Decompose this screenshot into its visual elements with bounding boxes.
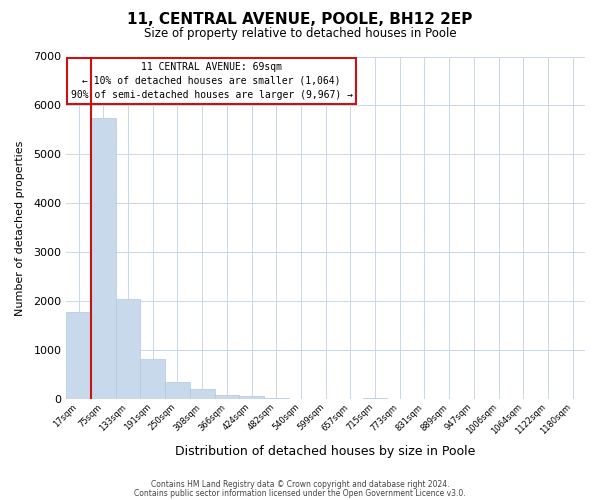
X-axis label: Distribution of detached houses by size in Poole: Distribution of detached houses by size …: [175, 444, 476, 458]
Bar: [363, 398, 388, 400]
Text: Size of property relative to detached houses in Poole: Size of property relative to detached ho…: [143, 28, 457, 40]
Bar: [91, 118, 116, 400]
Text: 11, CENTRAL AVENUE, POOLE, BH12 2EP: 11, CENTRAL AVENUE, POOLE, BH12 2EP: [127, 12, 473, 28]
Bar: [190, 388, 215, 400]
Y-axis label: Number of detached properties: Number of detached properties: [15, 140, 25, 316]
Bar: [215, 394, 239, 400]
Bar: [140, 360, 165, 400]
Text: Contains public sector information licensed under the Open Government Licence v3: Contains public sector information licen…: [134, 488, 466, 498]
Text: 11 CENTRAL AVENUE: 69sqm
← 10% of detached houses are smaller (1,064)
90% of sem: 11 CENTRAL AVENUE: 69sqm ← 10% of detach…: [71, 62, 353, 100]
Bar: [239, 396, 264, 400]
Bar: [67, 312, 91, 400]
Bar: [116, 299, 140, 400]
Bar: [264, 398, 289, 400]
Bar: [165, 382, 190, 400]
Text: Contains HM Land Registry data © Crown copyright and database right 2024.: Contains HM Land Registry data © Crown c…: [151, 480, 449, 489]
